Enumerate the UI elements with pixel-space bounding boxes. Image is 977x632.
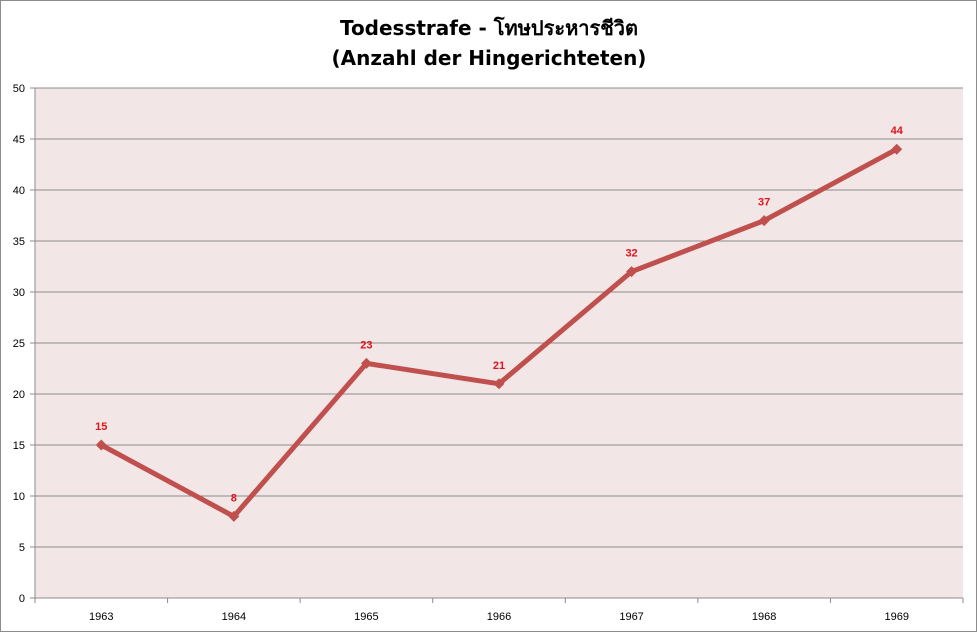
y-tick-label: 10 (13, 491, 25, 503)
y-tick-label: 35 (13, 236, 25, 248)
y-tick-label: 0 (19, 593, 25, 605)
data-point-marker (891, 143, 903, 155)
x-tick-label: 1965 (354, 611, 378, 623)
plot-area: 0 5 10 15 20 25 30 35 40 45 50 1963 1964 1965 1966 1967… (13, 83, 964, 623)
data-label: 23 (360, 339, 372, 351)
data-point-marker (228, 510, 240, 522)
x-tick-label: 1966 (487, 611, 511, 623)
data-point-marker (360, 357, 372, 369)
x-tick-label: 1967 (619, 611, 643, 623)
data-point-marker (493, 378, 505, 390)
x-tick-label: 1963 (89, 611, 113, 623)
y-tick-label: 50 (13, 83, 25, 95)
x-tick-label: 1969 (884, 611, 908, 623)
data-point-marker (626, 266, 638, 278)
y-tick-label: 15 (13, 440, 25, 452)
data-label: 15 (95, 421, 107, 433)
x-tick-label: 1964 (222, 611, 246, 623)
y-tick-label: 20 (13, 389, 25, 401)
data-point-marker (758, 215, 770, 227)
data-label: 8 (231, 492, 237, 504)
data-point-marker (95, 439, 107, 451)
chart-title: Todesstrafe - โทษประหารชีวิต (340, 16, 638, 40)
y-tick-label: 5 (19, 542, 25, 554)
x-tick-label: 1968 (752, 611, 776, 623)
data-label: 32 (625, 248, 637, 260)
y-tick-label: 40 (13, 185, 25, 197)
y-tick-label: 25 (13, 338, 25, 350)
data-label: 37 (758, 197, 770, 209)
data-label: 44 (891, 125, 904, 137)
data-label: 21 (493, 360, 505, 372)
y-tick-label: 45 (13, 134, 25, 146)
y-tick-label: 30 (13, 287, 25, 299)
chart-subtitle: (Anzahl der Hingerichteten) (332, 46, 647, 70)
